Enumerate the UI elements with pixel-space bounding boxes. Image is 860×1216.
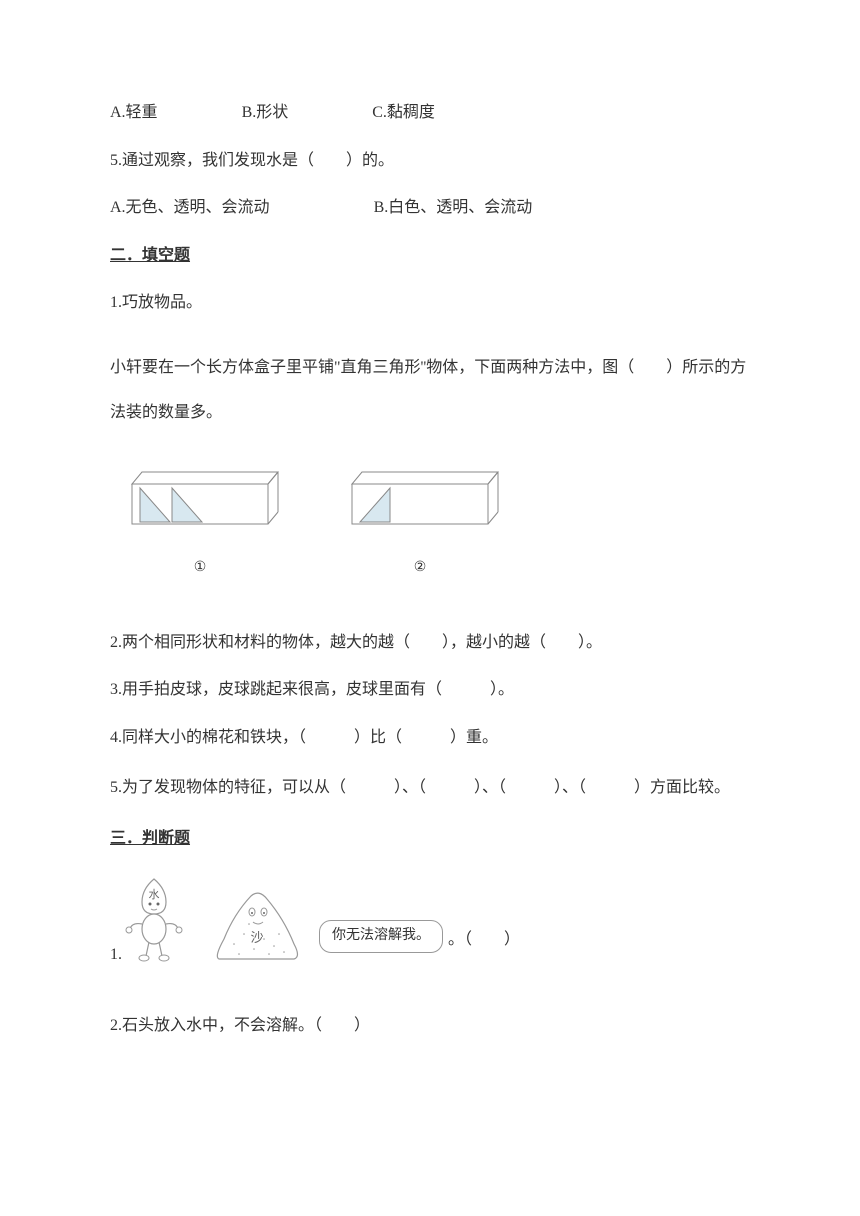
s2-q2: 2.两个相同形状和材料的物体，越大的越（ ），越小的越（ ）。 [110, 630, 750, 656]
speech-bubble: 你无法溶解我。 [319, 920, 443, 952]
box1-label: ① [120, 557, 280, 579]
s2-q1-stem: 1.巧放物品。 [110, 290, 750, 316]
box2-svg [340, 466, 500, 541]
section2-header: 二．填空题 [110, 243, 750, 269]
box2-label: ② [340, 557, 500, 579]
q5-option-b: B.白色、透明、会流动 [374, 195, 533, 221]
water-drop-svg: 水 [124, 874, 184, 964]
judge-section: 1. 水 [110, 874, 750, 1038]
box-diagrams-row: ① ② [120, 466, 750, 580]
s2-q5: 5.为了发现物体的特征，可以从（ ）、（ ）、（ ）、（ ）方面比较。 [110, 772, 750, 804]
section3-header: 三．判断题 [110, 826, 750, 852]
q4-option-a: A.轻重 [110, 100, 158, 126]
water-drop-character: 水 [124, 874, 184, 973]
sand-pile-character: 沙 [209, 884, 304, 973]
sand-char-label: 沙 [250, 930, 263, 945]
s3-q1-suffix: 。（ ） [448, 927, 520, 953]
s2-q3: 3.用手拍皮球，皮球跳起来很高，皮球里面有（ ）。 [110, 677, 750, 703]
box-diagram-2: ② [340, 466, 500, 580]
box1-svg [120, 466, 280, 541]
q5-options-line: A.无色、透明、会流动 B.白色、透明、会流动 [110, 195, 750, 221]
sand-pile-svg: 沙 [209, 884, 304, 964]
s3-q1-number: 1. [110, 942, 122, 968]
s3-q2: 2.石头放入水中，不会溶解。（ ） [110, 1013, 750, 1039]
box-diagram-1: ① [120, 466, 280, 580]
q5-option-a: A.无色、透明、会流动 [110, 195, 270, 221]
q5-stem: 5.通过观察，我们发现水是（ ）的。 [110, 148, 750, 174]
q4-option-c: C.黏稠度 [372, 100, 435, 126]
q4-option-b: B.形状 [242, 100, 289, 126]
s2-q4: 4.同样大小的棉花和铁块，（ ）比（ ）重。 [110, 725, 750, 751]
q4-options-line: A.轻重 B.形状 C.黏稠度 [110, 100, 750, 126]
water-char-label: 水 [149, 888, 160, 901]
s2-q1-para: 小轩要在一个长方体盒子里平铺"直角三角形''物体，下面两种方法中，图（ ）所示的… [110, 346, 750, 436]
s3-q1-row: 1. 水 [110, 874, 750, 973]
